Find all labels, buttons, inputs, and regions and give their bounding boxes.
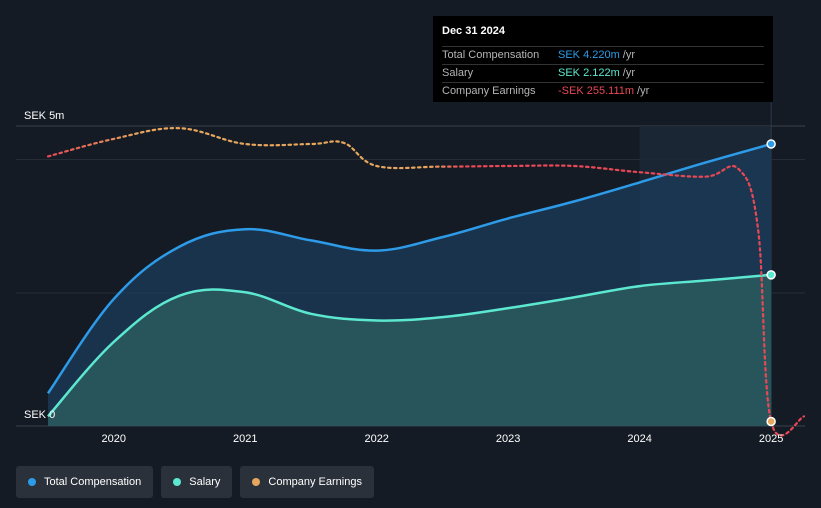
tooltip-label: Salary xyxy=(442,67,474,79)
legend-dot-icon xyxy=(252,478,261,486)
legend-dot-icon xyxy=(28,478,36,486)
x-tick-label: 2023 xyxy=(496,433,520,445)
chart-tooltip: Dec 31 2024 Total Compensation SEK 4.220… xyxy=(433,16,773,102)
marker-layer xyxy=(766,139,776,427)
tooltip-value: SEK 2.122m xyxy=(558,67,620,79)
tooltip-value: -SEK 255.111m xyxy=(558,85,635,97)
salary-line xyxy=(47,273,772,418)
tooltip-row-company-earnings: Company Earnings -SEK 255.111m /yr xyxy=(442,82,764,100)
tooltip-unit: /yr xyxy=(622,67,635,79)
tooltip-date: Dec 31 2024 xyxy=(442,25,505,37)
x-tick-label: 2025 xyxy=(759,433,783,445)
total-compensation-line xyxy=(46,142,772,395)
x-tick-label: 2022 xyxy=(364,433,388,445)
salary-area xyxy=(48,274,772,426)
company-earnings-marker xyxy=(766,416,776,427)
legend-label: Salary xyxy=(189,476,221,488)
tooltip-label: Total Compensation xyxy=(442,49,540,61)
y-axis-top-label: SEK 5m xyxy=(24,110,64,122)
x-tick-label: 2024 xyxy=(627,433,651,445)
salary-marker xyxy=(766,270,776,280)
tooltip-row-salary: Salary SEK 2.122m /yr xyxy=(442,64,764,82)
tooltip-unit: /yr xyxy=(637,85,650,97)
tooltip-unit: /yr xyxy=(622,49,635,61)
tooltip-label: Company Earnings xyxy=(442,85,536,97)
total-compensation-marker xyxy=(766,139,776,149)
legend-label: Company Earnings xyxy=(268,476,362,488)
line-layer xyxy=(46,127,806,437)
x-axis-ticks: 2020 2021 2022 2023 2024 2025 xyxy=(101,433,783,445)
chart-legend: Total Compensation Salary Company Earnin… xyxy=(16,466,374,498)
x-tick-label: 2020 xyxy=(101,433,125,445)
tooltip-value: SEK 4.220m xyxy=(558,49,620,61)
legend-item-company-earnings[interactable]: Company Earnings xyxy=(240,466,374,498)
area-layer xyxy=(48,144,772,426)
legend-dot-icon xyxy=(173,478,182,486)
tooltip-row-total-compensation: Total Compensation SEK 4.220m /yr xyxy=(442,46,764,64)
legend-item-salary[interactable]: Salary xyxy=(161,466,233,498)
legend-label: Total Compensation xyxy=(44,476,142,488)
y-axis-bottom-label: SEK 0 xyxy=(24,409,55,421)
legend-item-total-compensation[interactable]: Total Compensation xyxy=(16,466,154,498)
x-tick-label: 2021 xyxy=(233,433,257,445)
